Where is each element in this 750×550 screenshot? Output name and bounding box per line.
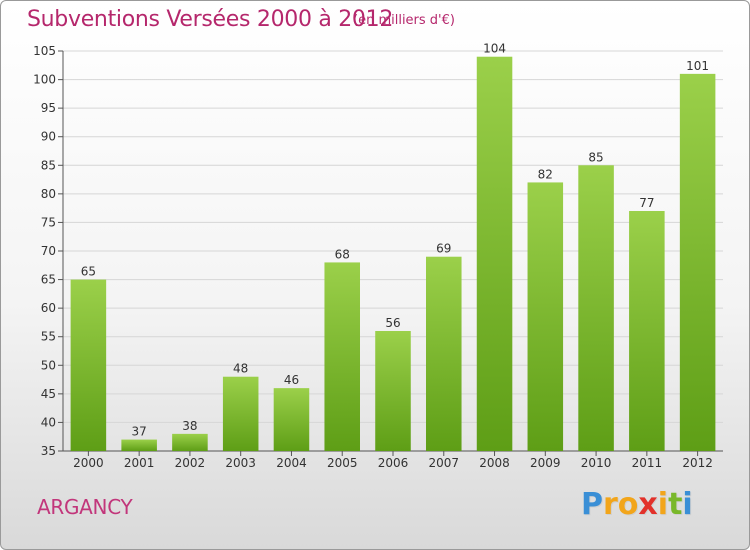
x-tick-label: 2001: [124, 456, 155, 470]
bar: [273, 388, 310, 451]
y-tick-label: 40: [41, 415, 56, 429]
bar-value-label: 46: [284, 373, 299, 387]
x-tick-label: 2004: [276, 456, 307, 470]
bar-value-label: 37: [132, 425, 147, 439]
bar: [476, 56, 513, 451]
logo-letter: P: [581, 487, 603, 522]
bar: [426, 256, 462, 451]
bar: [172, 433, 208, 451]
y-tick-label: 95: [41, 101, 56, 115]
y-tick-label: 55: [41, 330, 56, 344]
logo-letter: o: [617, 487, 639, 522]
logo-letter: i: [657, 487, 669, 522]
y-tick-label: 100: [33, 73, 56, 87]
bar-value-label: 56: [385, 316, 400, 330]
bar-value-label: 77: [639, 196, 654, 210]
bar-value-label: 48: [233, 362, 248, 376]
commune-name: ARGANCY: [37, 495, 133, 519]
bar-value-label: 104: [483, 42, 506, 56]
y-tick-label: 35: [41, 444, 56, 458]
chart-subtitle: (en milliers d'€): [353, 13, 455, 28]
y-tick-label: 60: [41, 301, 56, 315]
x-tick-label: 2005: [327, 456, 358, 470]
bar-value-label: 85: [588, 150, 603, 164]
bar: [679, 73, 716, 451]
proxiti-logo: Proxiti: [581, 487, 693, 522]
chart-title: Subventions Versées 2000 à 2012: [27, 7, 394, 32]
y-tick-label: 85: [41, 158, 56, 172]
x-tick-label: 2009: [530, 456, 561, 470]
y-tick-label: 50: [41, 358, 56, 372]
logo-letter: x: [638, 487, 658, 522]
bar: [578, 165, 614, 452]
x-tick-label: 2003: [225, 456, 256, 470]
x-tick-label: 2002: [175, 456, 206, 470]
bar: [527, 182, 564, 451]
y-tick-label: 90: [41, 130, 56, 144]
x-tick-label: 2011: [632, 456, 663, 470]
x-tick-label: 2010: [581, 456, 612, 470]
bar: [629, 211, 665, 451]
bar-value-label: 69: [436, 242, 451, 256]
bars: [70, 56, 716, 452]
y-tick-label: 80: [41, 187, 56, 201]
bar: [222, 376, 259, 451]
bar-value-label: 38: [182, 419, 197, 433]
bar: [70, 279, 107, 451]
y-tick-label: 65: [41, 273, 56, 287]
bar: [121, 439, 157, 451]
bar-value-label: 101: [686, 59, 709, 73]
bar-value-label: 65: [81, 265, 96, 279]
x-tick-label: 2006: [378, 456, 409, 470]
y-tick-label: 75: [41, 215, 56, 229]
y-tick-label: 45: [41, 387, 56, 401]
y-tick-label: 70: [41, 244, 56, 258]
bar: [375, 331, 411, 451]
x-tick-label: 2008: [479, 456, 510, 470]
y-tick-label: 105: [33, 44, 56, 58]
logo-letter: i: [682, 487, 693, 522]
bar-value-label: 82: [538, 167, 553, 181]
bar: [324, 262, 360, 451]
logo-letter: t: [668, 487, 683, 522]
x-tick-label: 2007: [428, 456, 459, 470]
labels: 35 40 45 50 55 60 65 70 75 80 85 90 95 100 105 65 2000 37…: [33, 42, 713, 470]
bar-value-label: 68: [335, 247, 350, 261]
x-tick-label: 2012: [682, 456, 713, 470]
x-tick-label: 2000: [73, 456, 104, 470]
logo-letter: r: [603, 487, 618, 522]
